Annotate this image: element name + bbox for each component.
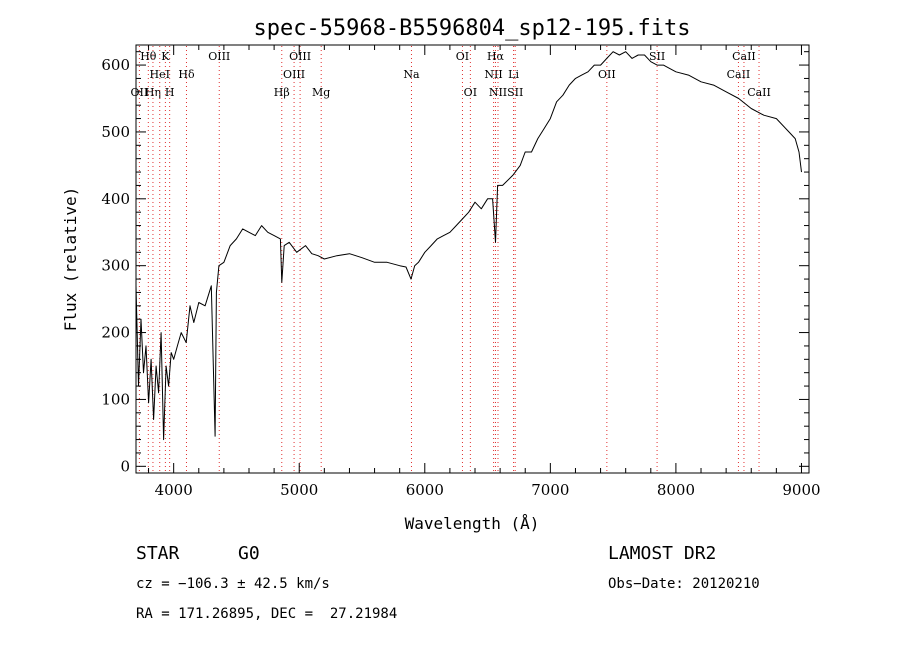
line-label-11: Mg: [312, 86, 330, 99]
x-tick-label-0: 4000: [155, 481, 193, 499]
line-label-15: NII: [484, 68, 502, 81]
survey-name: LAMOST DR2: [608, 543, 717, 564]
line-label-12: Na: [403, 68, 420, 81]
line-label-13: OI: [456, 50, 469, 63]
line-label-17: NII: [489, 86, 507, 99]
line-label-2: Hη: [145, 86, 161, 99]
subclass: G0: [238, 543, 260, 564]
line-label-19: SII: [507, 86, 523, 99]
line-label-22: CaII: [727, 68, 751, 81]
line-label-5: H: [165, 86, 175, 99]
x-axis-label: Wavelength (Å): [405, 514, 540, 533]
y-axis-label: Flux (relative): [61, 187, 80, 332]
line-label-7: OIII: [208, 50, 230, 63]
object-class: STAR: [136, 543, 180, 564]
line-label-16: Hα: [487, 50, 505, 63]
line-label-0: OII: [131, 86, 149, 99]
x-tick-label-1: 5000: [280, 481, 318, 499]
obs-date: Obs−Date: 20120210: [608, 576, 760, 592]
line-label-24: CaII: [747, 86, 771, 99]
y-tick-label-1: 100: [101, 390, 130, 408]
x-tick-label-4: 8000: [657, 481, 695, 499]
line-label-8: Hβ: [274, 86, 290, 99]
line-label-9: OIII: [283, 68, 305, 81]
ra-dec: RA = 171.26895, DEC = 27.21984: [136, 606, 398, 622]
y-tick-label-3: 300: [101, 257, 130, 275]
line-label-23: CaII: [732, 50, 756, 63]
series-layer: [135, 51, 802, 441]
line-label-20: OII: [598, 68, 616, 81]
line-label-14: OI: [464, 86, 477, 99]
chart-title: spec-55968-B5596804_sp12-195.fits: [253, 16, 690, 41]
redshift-velocity: cz = −106.3 ± 42.5 km/s: [136, 576, 330, 592]
y-tick-label-2: 200: [101, 324, 130, 342]
x-tick-label-3: 7000: [531, 481, 569, 499]
spectral-lines-layer: OII Hθ Hη HeI K HHδ OIII Hβ OIII OIII Mg Na OI OI NII H…: [131, 46, 771, 472]
x-tick-label-2: 6000: [406, 481, 444, 499]
spectrum-series-0: [135, 51, 802, 441]
line-label-10: OIII: [289, 50, 311, 63]
line-label-3: HeI: [150, 68, 170, 81]
line-label-21: SII: [649, 50, 665, 63]
y-tick-label-4: 400: [101, 190, 130, 208]
line-label-1: Hθ: [140, 50, 157, 63]
line-label-4: K: [161, 50, 170, 63]
x-tick-label-5: 9000: [782, 481, 820, 499]
y-tick-label-0: 0: [120, 457, 130, 475]
line-label-18: Li: [508, 68, 519, 81]
plot-frame: [135, 44, 810, 474]
y-tick-label-5: 500: [101, 123, 130, 141]
line-label-6: Hδ: [178, 68, 195, 81]
axis-ticks: 4000 5000 6000 7000 8000 9000 0 100 200 300 400 500…: [101, 45, 821, 499]
y-tick-label-6: 600: [101, 56, 130, 74]
